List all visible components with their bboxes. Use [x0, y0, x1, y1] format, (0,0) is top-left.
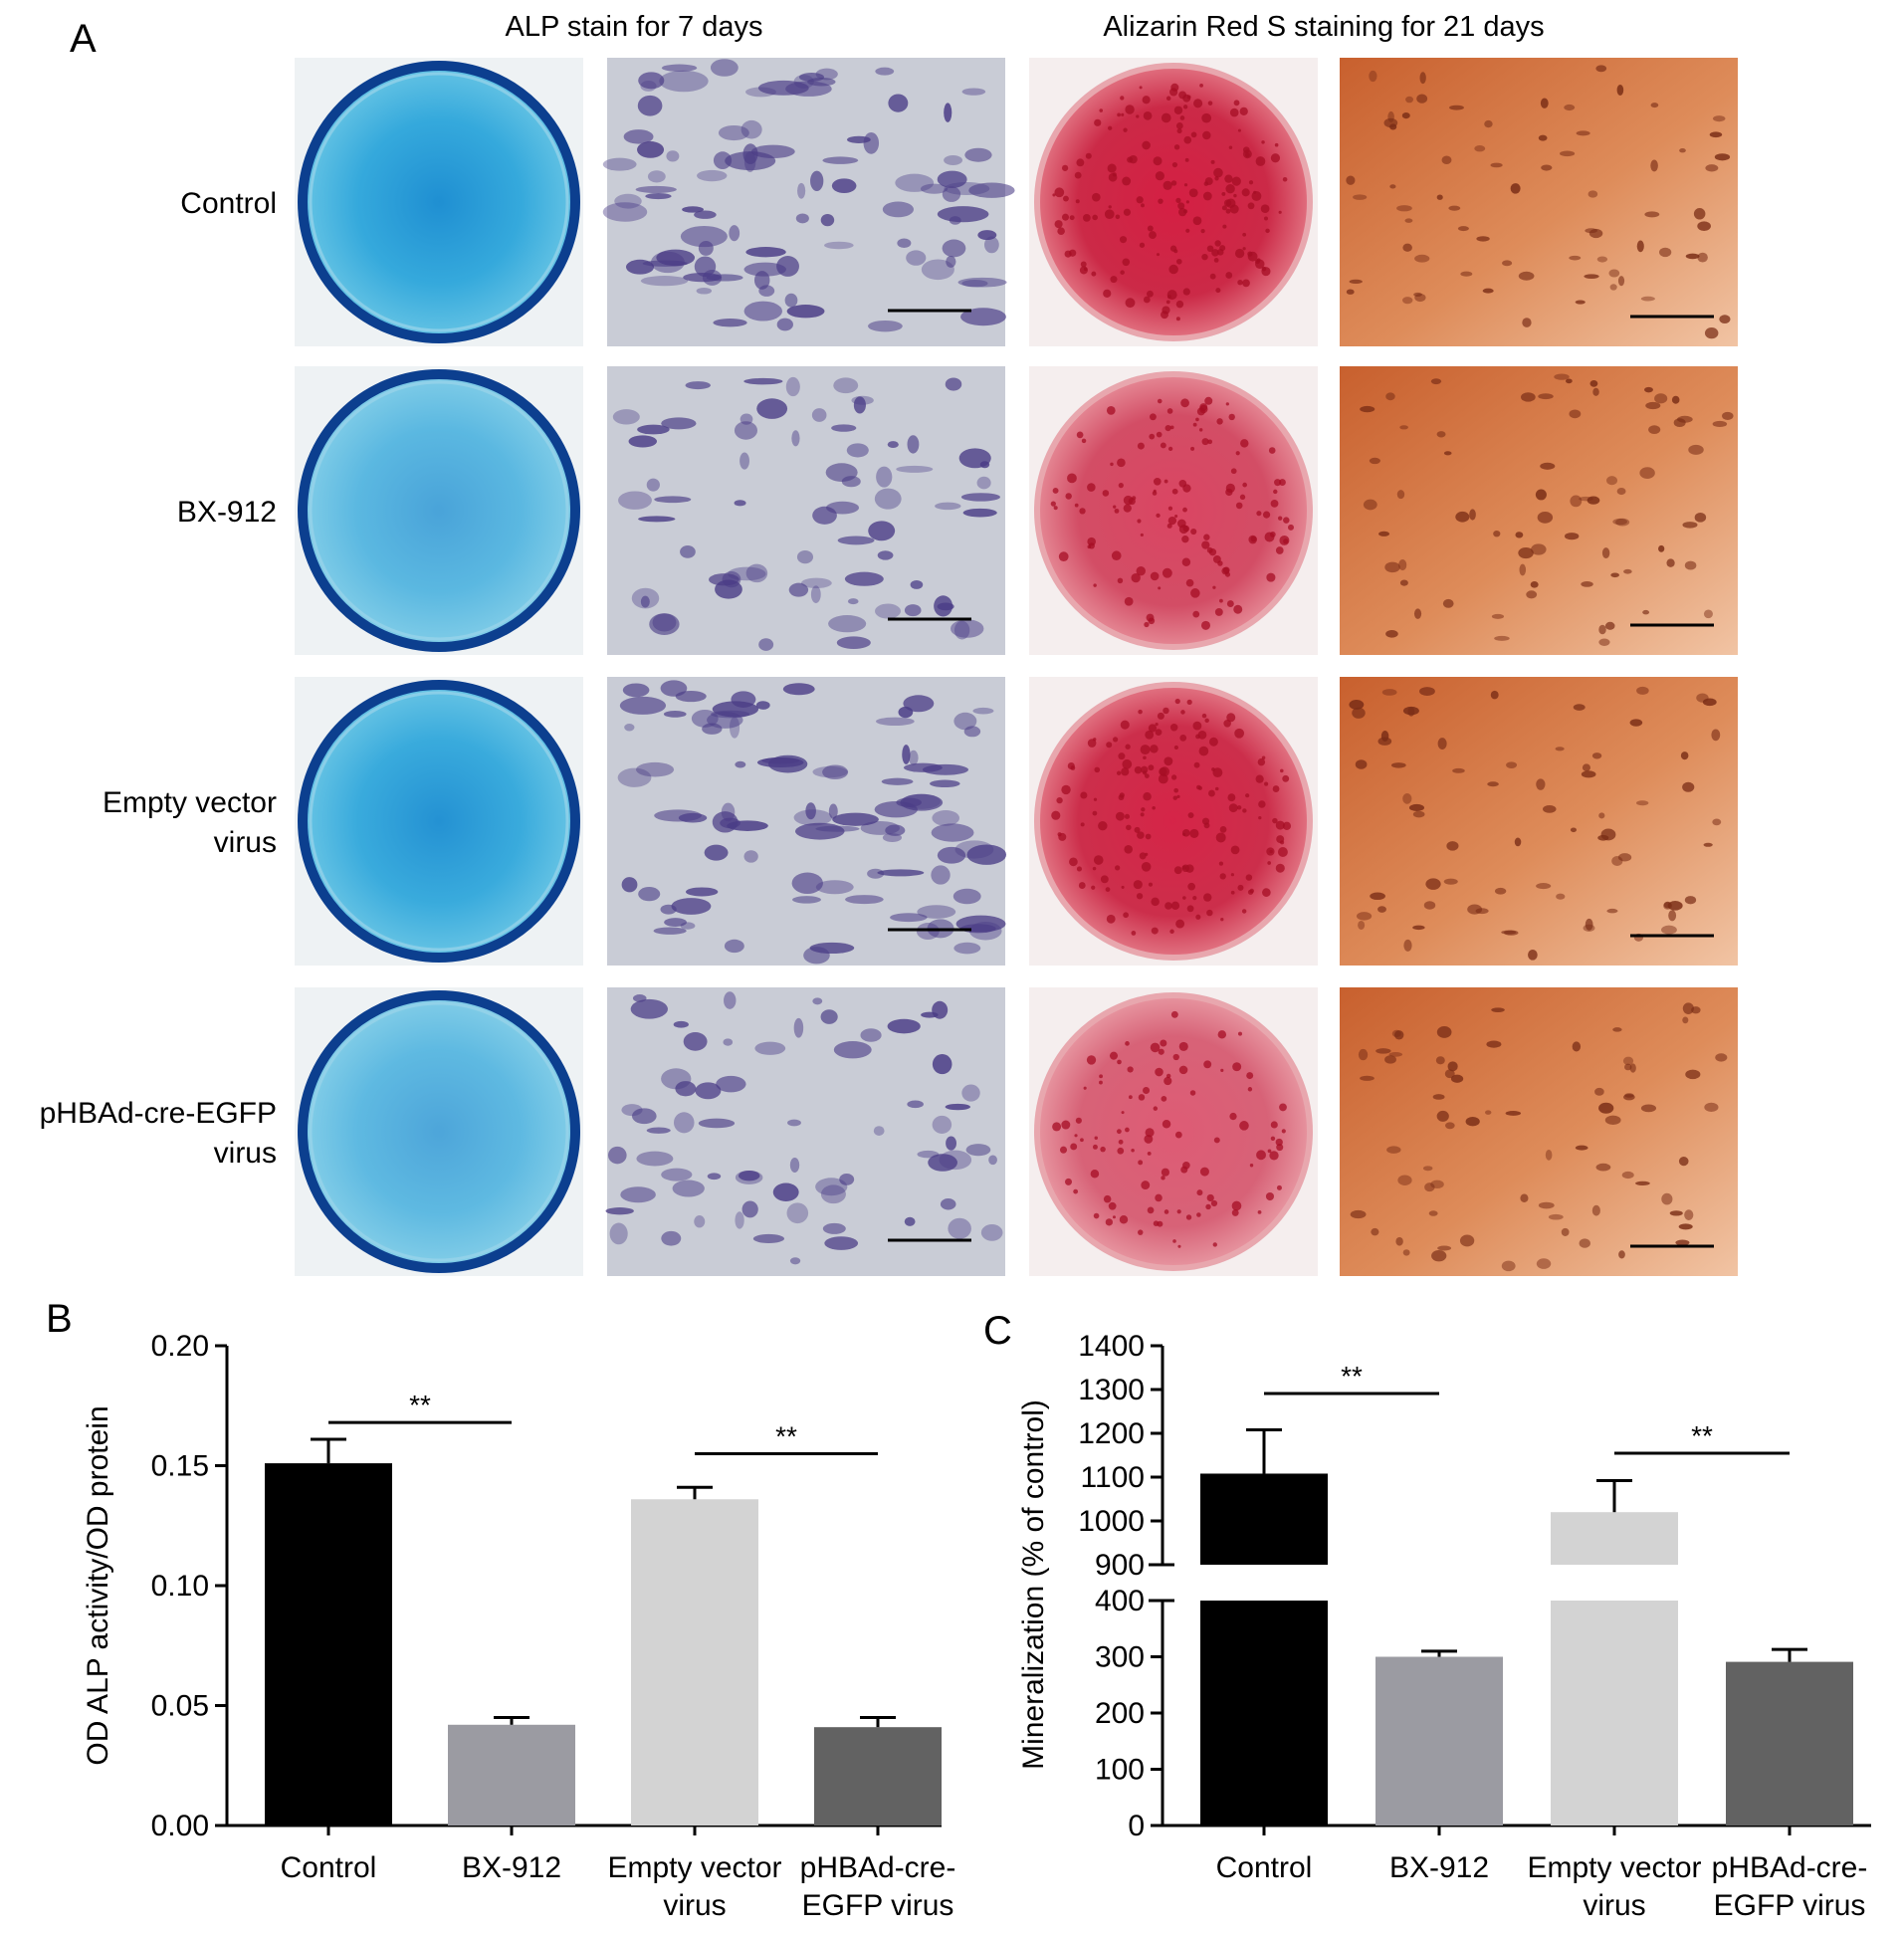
x-tick-label: EGFP virus	[802, 1889, 954, 1922]
x-tick-label: EGFP virus	[1714, 1889, 1866, 1922]
alp-micro-image	[607, 677, 1007, 966]
ars-micro-image	[1340, 366, 1738, 655]
x-tick-label: pHBAd-cre-	[1712, 1851, 1868, 1884]
alp-micro-image	[607, 366, 1005, 655]
y-tick-label: 0.00	[151, 1810, 209, 1842]
y-tick-label: 1400	[1078, 1330, 1145, 1363]
y-tick-label: 1300	[1078, 1374, 1145, 1406]
alp-plate-image	[295, 366, 583, 655]
panel-c-letter: C	[983, 1309, 1012, 1353]
x-tick-label: pHBAd-cre-	[800, 1851, 956, 1884]
panel-b-letter: B	[46, 1297, 73, 1341]
ars-plate-image	[1029, 987, 1318, 1276]
significance-label: **	[1341, 1361, 1363, 1392]
bar-lower-segment	[1200, 1601, 1328, 1826]
alp-plate-image	[295, 58, 583, 346]
x-tick-label: virus	[663, 1889, 726, 1922]
alp-plate-image	[295, 987, 583, 1276]
y-tick-label: 0.05	[151, 1690, 209, 1723]
x-tick-label: BX-912	[1389, 1851, 1489, 1884]
row-label: virus	[214, 826, 277, 859]
ars-plate-image	[1029, 677, 1318, 966]
y-tick-label: 300	[1095, 1641, 1145, 1674]
y-axis-label: Mineralization (% of control)	[1017, 1399, 1050, 1770]
y-tick-label: 1100	[1080, 1461, 1145, 1494]
y-tick-label: 0.10	[151, 1570, 209, 1603]
alp-column-header: ALP stain for 7 days	[505, 11, 762, 43]
alp-micro-image	[605, 987, 1005, 1276]
image-grid: Control BX-912 Empty vector virus pHBAd-cre-…	[40, 58, 1738, 1276]
alp-micro-image	[602, 58, 1015, 346]
bar	[1375, 1656, 1503, 1826]
x-tick-label: virus	[1583, 1889, 1645, 1922]
row-label: virus	[214, 1137, 277, 1170]
panel-a: A ALP stain for 7 days Alizarin Red S st…	[40, 11, 1738, 1276]
y-tick-label: 400	[1095, 1585, 1145, 1617]
y-tick-label: 200	[1095, 1697, 1145, 1730]
bar-lower-segment	[1551, 1601, 1678, 1826]
y-tick-label: 0.20	[151, 1330, 209, 1363]
chart-c: 900 1000 1100 1200 1300 1400 0 100 200 300 400 Mine…	[1017, 1330, 1871, 1922]
panel-a-letter: A	[70, 17, 97, 61]
y-tick-label: 0	[1128, 1810, 1145, 1842]
ars-micro-image	[1340, 677, 1738, 966]
ars-micro-image	[1340, 58, 1738, 346]
ars-micro-image	[1340, 987, 1738, 1276]
x-tick-label: Empty vector	[1527, 1851, 1701, 1884]
bar	[1200, 1473, 1328, 1565]
x-tick-label: Control	[281, 1851, 377, 1884]
bar	[265, 1463, 392, 1826]
y-tick-label: 100	[1095, 1754, 1145, 1787]
x-tick-label: Empty vector	[607, 1851, 781, 1884]
x-tick-label: BX-912	[462, 1851, 561, 1884]
x-tick-label: Control	[1216, 1851, 1313, 1884]
y-tick-label: 1000	[1078, 1505, 1145, 1538]
ars-plate-image	[1029, 366, 1318, 655]
y-tick-label: 900	[1095, 1549, 1145, 1582]
chart-b: 0.00 0.05 0.10 0.15 0.20 OD ALP activity/OD p…	[82, 1330, 955, 1922]
significance-label: **	[775, 1420, 797, 1451]
y-tick-label: 1200	[1078, 1417, 1145, 1450]
panel-b: B 0.00 0.05 0.10 0.15 0.20 OD ALP activity/OD…	[46, 1297, 955, 1922]
ars-plate-image	[1029, 58, 1318, 346]
ars-column-header: Alizarin Red S staining for 21 days	[1103, 11, 1544, 43]
bar	[631, 1499, 758, 1826]
row-label: Empty vector	[103, 786, 277, 819]
y-axis-label: OD ALP activity/OD protein	[82, 1405, 114, 1765]
panel-c: C 900 1000 1100 1200 1300 1400 0 100 200 300 400 Mi…	[983, 1309, 1871, 1922]
row-label: pHBAd-cre-EGFP	[40, 1097, 277, 1130]
y-tick-label: 0.15	[151, 1450, 209, 1483]
bar	[814, 1727, 942, 1826]
significance-label: **	[1691, 1420, 1713, 1451]
bar	[1551, 1512, 1678, 1565]
alp-plate-image	[295, 677, 583, 966]
bar	[1726, 1661, 1853, 1826]
bar	[448, 1724, 575, 1826]
significance-label: **	[409, 1390, 431, 1420]
row-label: Control	[180, 187, 277, 220]
row-label: BX-912	[177, 496, 277, 529]
